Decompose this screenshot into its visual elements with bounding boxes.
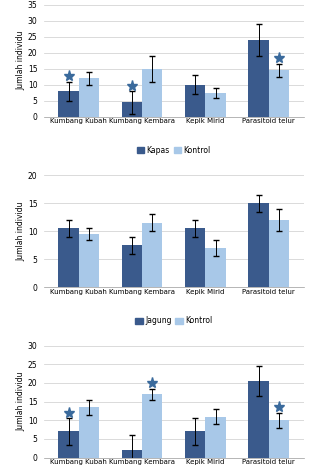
Legend: Jagung, Kontrol: Jagung, Kontrol	[134, 316, 213, 326]
Bar	[205, 93, 226, 117]
Bar	[185, 228, 205, 287]
Bar	[142, 69, 162, 117]
Y-axis label: Jumlah individu: Jumlah individu	[16, 372, 25, 432]
Bar	[249, 381, 269, 458]
Bar	[269, 420, 289, 458]
Y-axis label: Jumlah individu: Jumlah individu	[16, 201, 25, 261]
Bar	[205, 417, 226, 458]
Y-axis label: Jumlah individu: Jumlah individu	[16, 31, 25, 91]
Bar	[79, 234, 99, 287]
Bar	[122, 450, 142, 458]
Bar	[269, 220, 289, 287]
Bar	[142, 394, 162, 458]
Bar	[59, 91, 79, 117]
Bar	[249, 203, 269, 287]
Bar	[205, 248, 226, 287]
Legend: Kapas, Kontrol: Kapas, Kontrol	[136, 145, 212, 156]
Bar	[79, 407, 99, 458]
Bar	[269, 71, 289, 117]
Bar	[79, 78, 99, 117]
Bar	[122, 102, 142, 117]
Bar	[59, 432, 79, 458]
Bar	[142, 223, 162, 287]
Bar	[185, 432, 205, 458]
Bar	[185, 85, 205, 117]
Bar	[59, 228, 79, 287]
Bar	[122, 245, 142, 287]
Bar	[249, 40, 269, 117]
